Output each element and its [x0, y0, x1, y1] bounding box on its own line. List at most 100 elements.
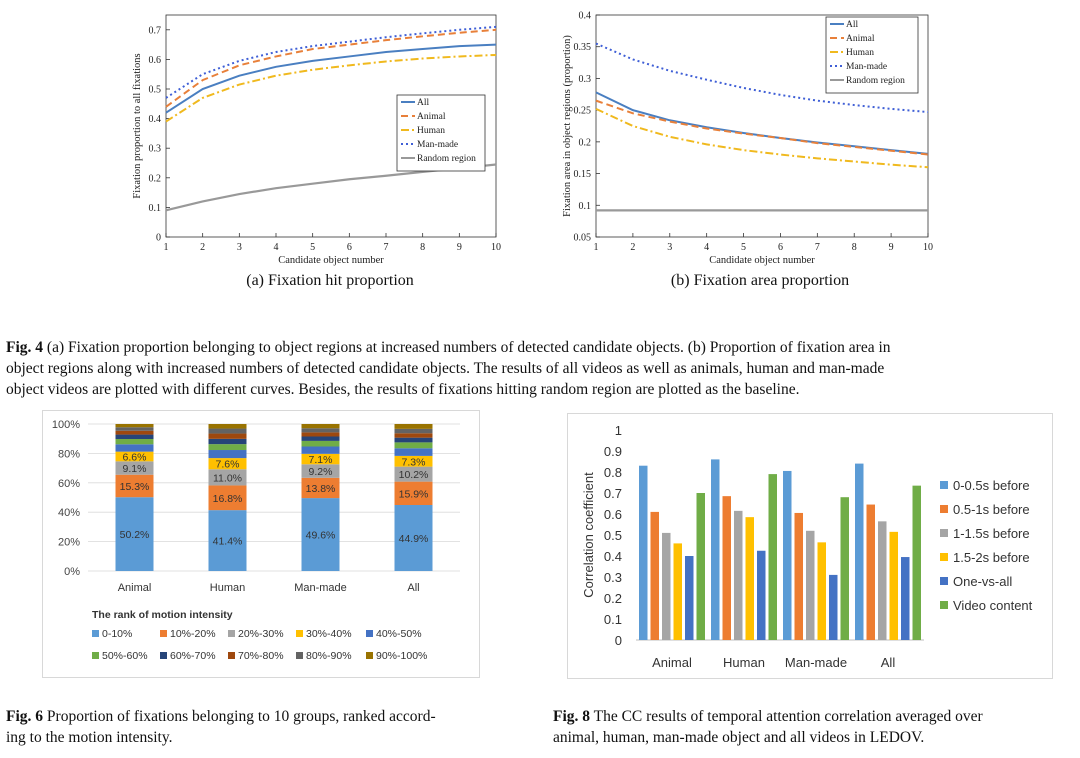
fig6-legend-swatch — [92, 652, 99, 659]
fig4a-ytick-label: 0.6 — [149, 55, 162, 66]
fig4b-legend-label: All — [846, 20, 859, 30]
fig6-legend-title: The rank of motion intensity — [92, 609, 233, 621]
fig6-bar-segment — [208, 450, 247, 459]
fig4a-xtick-label: 7 — [384, 242, 389, 253]
fig6-bar-segment — [301, 436, 340, 441]
fig8-ylabel: Correlation coefficient — [581, 472, 596, 598]
fig4b-xtick-label: 6 — [778, 242, 783, 253]
fig4a-subcaption: (a) Fixation hit proportion — [246, 272, 414, 289]
fig6-data-label: 6.6% — [123, 451, 147, 463]
fig6-bar-segment — [208, 428, 247, 434]
fig8-bar — [711, 459, 720, 640]
fig6-category-label: Man-made — [294, 582, 347, 594]
fig4a-xlabel: Candidate object number — [278, 255, 384, 266]
fig8-bar — [639, 465, 648, 640]
fig6-bar-segment — [301, 498, 340, 571]
fig4b-ytick-label: 0.35 — [574, 42, 592, 53]
fig8-caption-label: Fig. 8 — [553, 708, 591, 725]
fig6-caption-line-1: Proportion of fixations belonging to 10 … — [43, 708, 436, 725]
fig6-bar-segment — [301, 464, 340, 478]
fig8-legend-swatch — [940, 529, 948, 537]
fig6-bar-segment — [115, 427, 154, 431]
fig6-ytick-label: 0% — [64, 566, 80, 578]
fig4a-legend-label: Random region — [417, 154, 476, 164]
fig4a-xtick-label: 1 — [164, 242, 169, 253]
fig8-caption-line-2: animal, human, man-made object and all v… — [553, 729, 925, 746]
fig6-legend-label: 30%-40% — [306, 628, 352, 640]
fig6-bar-segment — [208, 458, 247, 470]
fig4b-subcaption: (b) Fixation area proportion — [670, 272, 850, 289]
fig8-bar — [757, 550, 766, 640]
fig4b-xtick-label: 1 — [594, 242, 599, 253]
fig6-data-label: 10.2% — [399, 469, 429, 481]
fig4b-legend-label: Random region — [846, 76, 905, 86]
fig8-bar — [806, 530, 815, 640]
fig6-bar-segment — [394, 448, 433, 456]
fig8-ytick-label: 0.9 — [604, 444, 622, 459]
fig6-caption-label: Fig. 6 — [6, 708, 44, 725]
fig6-legend-label: 0-10% — [102, 628, 132, 640]
fig4b-xtick-label: 7 — [815, 242, 820, 253]
fig6-legend-label: 40%-50% — [376, 628, 422, 640]
fig8-bar — [662, 532, 671, 640]
fig6-bar-segment — [394, 428, 433, 434]
fig6-ytick-label: 20% — [58, 537, 80, 549]
fig6-legend-swatch — [366, 652, 373, 659]
fig8-legend-label: 0.5-1s before — [953, 502, 1030, 517]
fig8-legend-swatch — [940, 481, 948, 489]
fig6-bar-segment — [115, 497, 154, 571]
fig4b-series-human — [595, 107, 929, 169]
fig6-legend-swatch — [228, 652, 235, 659]
fig6-bar-segment — [115, 451, 154, 462]
fig6-bar-segment — [208, 438, 247, 445]
fig4a-ytick-label: 0.1 — [149, 203, 162, 214]
fig4a-ytick-label: 0.2 — [149, 173, 162, 184]
fig6-caption: Fig. 6 Proportion of fixations belonging… — [6, 706, 526, 748]
fig6-legend-swatch — [228, 630, 235, 637]
fig6-bar-segment — [301, 446, 340, 454]
fig4b-ytick-label: 0.15 — [574, 169, 592, 180]
fig6-data-label: 41.4% — [213, 536, 243, 548]
fig6-bar-segment — [301, 428, 340, 433]
fig4-caption-line-1: (a) Fixation proportion belonging to obj… — [43, 339, 891, 356]
fig6-bar-segment — [208, 444, 247, 451]
fig4b-ylabel: Fixation area in object regions (proport… — [562, 35, 573, 217]
fig6-bar-segment — [301, 432, 340, 437]
fig6-caption-line-2: ing to the motion intensity. — [6, 729, 173, 746]
fig6-ytick-label: 100% — [52, 419, 80, 431]
fig8-category-label: Animal — [652, 655, 692, 670]
fig8-legend-label: 1.5-2s before — [953, 550, 1030, 565]
fig4b-series-man-made — [595, 42, 929, 114]
fig6-bar-segment — [115, 461, 154, 475]
fig8-bar — [745, 517, 754, 640]
fig4a-xtick-label: 4 — [274, 242, 279, 253]
fig8-bar — [722, 496, 731, 640]
fig6-bar-segment — [208, 469, 247, 486]
fig8-bar — [840, 497, 849, 640]
fig8-legend-swatch — [940, 577, 948, 585]
fig4a-xtick-label: 2 — [200, 242, 205, 253]
fig6-category-label: Human — [210, 582, 245, 594]
fig8-ytick-label: 0.2 — [604, 591, 622, 606]
fig8-bar — [734, 510, 743, 640]
fig8-ytick-label: 0.6 — [604, 507, 622, 522]
fig4b-xtick-label: 10 — [923, 242, 933, 253]
fig6-data-label: 16.8% — [213, 493, 243, 505]
fig4b-ytick-label: 0.2 — [579, 137, 592, 148]
fig6-bar-segment — [208, 510, 247, 571]
fig4-caption-line-2: object regions along with increased numb… — [6, 360, 885, 377]
fig6-bar-segment — [208, 433, 247, 439]
fig4a-series-all — [165, 43, 497, 114]
fig8-ytick-label: 0.7 — [604, 486, 622, 501]
fig8-bar — [866, 504, 875, 640]
fig8-category-label: Man-made — [785, 655, 847, 670]
fig6-bar-segment — [394, 433, 433, 438]
fig4b-ytick-label: 0.1 — [579, 201, 592, 212]
fig8-bar — [783, 470, 792, 640]
fig8-category-label: Human — [723, 655, 765, 670]
fig8-ytick-label: 0.4 — [604, 549, 622, 564]
fig4b-series-animal — [595, 99, 929, 156]
fig6-legend-label: 20%-30% — [238, 628, 284, 640]
